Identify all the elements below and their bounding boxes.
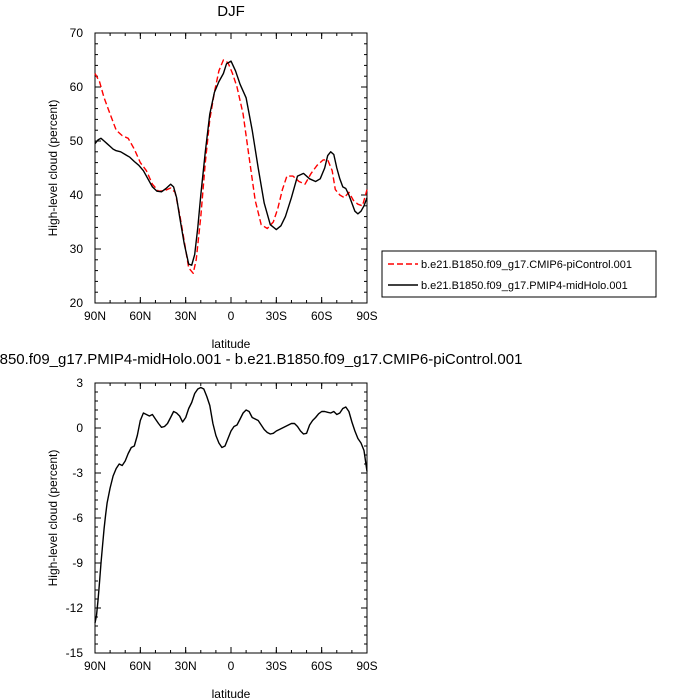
- chart-top: DJF 90N 60N 30N 0 30S 60S 90S 20 30 40 50 60 70 latitu…: [46, 3, 378, 351]
- y-tick-label: -6: [72, 511, 83, 525]
- legend-box: [381, 250, 657, 298]
- chart-title: b.e21.B1850.f09_g17.PMIP4-midHolo.001 - …: [0, 351, 522, 368]
- x-tick-label: 30N: [175, 309, 197, 323]
- y-tick-label: -12: [66, 601, 84, 615]
- y-tick-label: 0: [76, 421, 83, 435]
- y-tick-label: -9: [72, 556, 83, 570]
- chart-title: DJF: [217, 3, 245, 20]
- x-tick-label: 30N: [175, 659, 197, 673]
- y-tick-label: 50: [70, 134, 84, 148]
- y-tick-label: 3: [76, 376, 83, 390]
- y-tick-label: 70: [70, 26, 84, 40]
- x-tick-label: 60N: [129, 309, 151, 323]
- chart-bottom: b.e21.B1850.f09_g17.PMIP4-midHolo.001 - …: [0, 351, 522, 700]
- x-tick-label: 60S: [311, 659, 332, 673]
- series-line-0: [94, 386, 368, 624]
- x-tick-label: 30S: [266, 659, 287, 673]
- plot-frame: [94, 32, 368, 304]
- series-line-0: [94, 59, 368, 274]
- y-axis-label: High-level cloud (percent): [46, 100, 60, 237]
- y-tick-label: 30: [70, 242, 84, 256]
- x-tick-label: 90S: [356, 659, 377, 673]
- y-tick-label: 20: [70, 296, 84, 310]
- y-tick-label: 40: [70, 188, 84, 202]
- x-axis-label: latitude: [212, 337, 251, 351]
- x-tick-label: 90N: [84, 659, 106, 673]
- y-tick-label: 60: [70, 80, 84, 94]
- legend-label: b.e21.B1850.f09_g17.CMIP6-piControl.001: [421, 259, 632, 271]
- y-axis-label: High-level cloud (percent): [46, 450, 60, 587]
- series-line-1: [94, 60, 368, 266]
- x-tick-label: 60N: [129, 659, 151, 673]
- x-tick-label: 90S: [356, 309, 377, 323]
- x-tick-label: 0: [228, 659, 235, 673]
- x-tick-label: 0: [228, 309, 235, 323]
- x-tick-label: 30S: [266, 309, 287, 323]
- plot-frame: [94, 382, 368, 654]
- legend-label: b.e21.B1850.f09_g17.PMIP4-midHolo.001: [421, 280, 628, 292]
- x-axis-label: latitude: [212, 687, 251, 700]
- y-tick-label: -3: [72, 466, 83, 480]
- legend: b.e21.B1850.f09_g17.CMIP6-piControl.001b…: [381, 250, 657, 298]
- y-tick-label: -15: [66, 646, 84, 660]
- x-tick-label: 60S: [311, 309, 332, 323]
- x-tick-label: 90N: [84, 309, 106, 323]
